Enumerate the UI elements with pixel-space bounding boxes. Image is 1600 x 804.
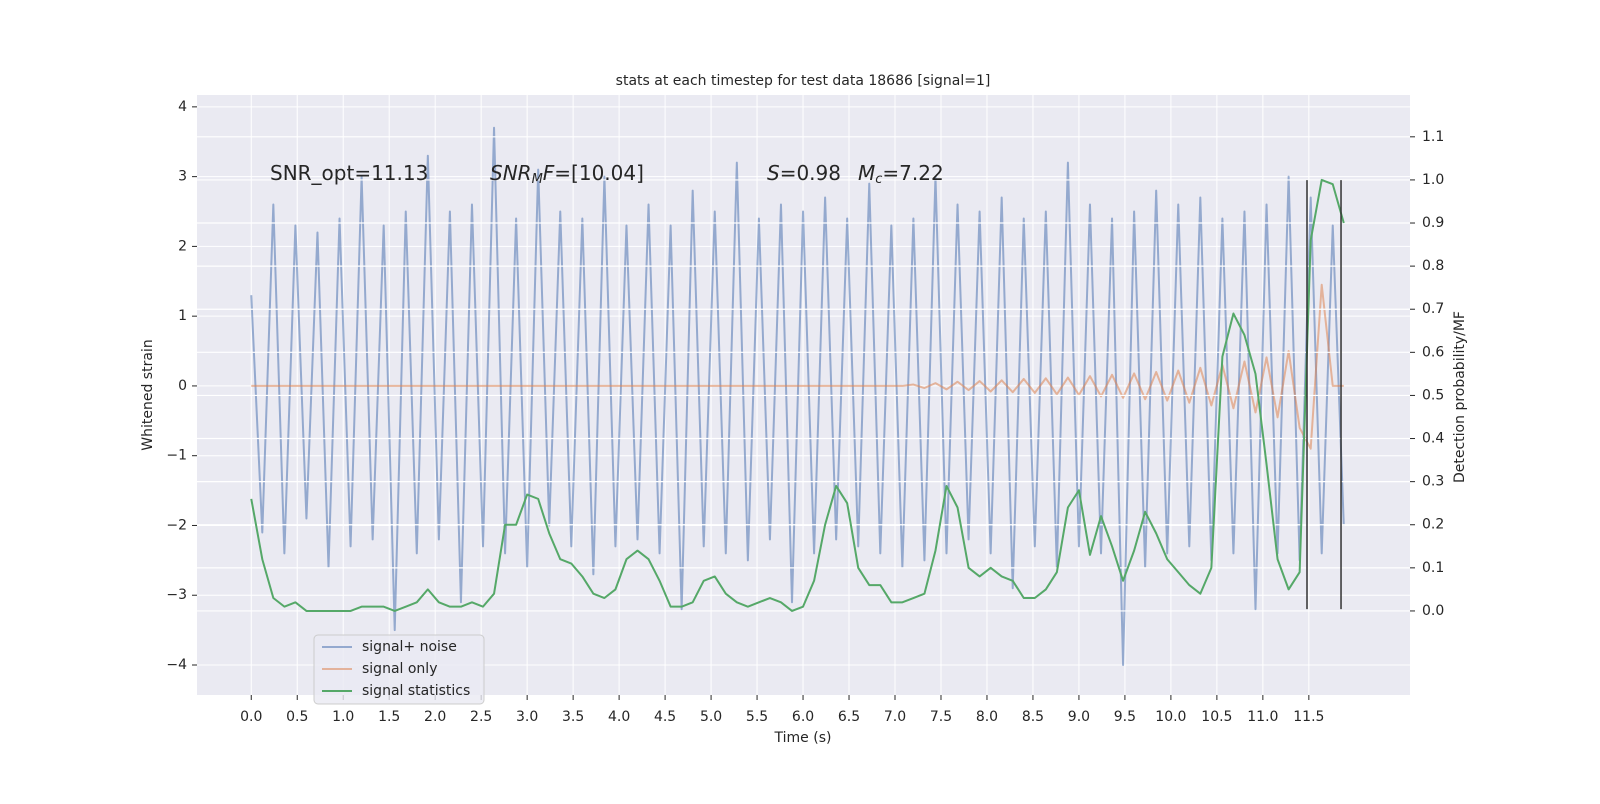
y-tick-label: −1 [166, 448, 187, 464]
x-tick-label: 6.0 [792, 709, 814, 725]
x-tick-label: 2.0 [424, 709, 446, 725]
y2-tick-label: 0.0 [1422, 603, 1444, 619]
y-tick-label: −2 [166, 517, 187, 533]
annotation: SNR_opt=11.13 [270, 161, 428, 185]
annotation: SNRMF=[10.04] [490, 161, 644, 187]
x-tick-label: 9.0 [1068, 709, 1090, 725]
x-tick-label: 2.5 [470, 709, 492, 725]
annotation-part: =0.98 [780, 161, 841, 185]
x-tick-label: 3.0 [516, 709, 538, 725]
legend-box [313, 634, 485, 705]
x-tick-label: 10.0 [1155, 709, 1186, 725]
annotation-part: c [875, 172, 882, 187]
x-tick-label: 8.0 [976, 709, 998, 725]
annotation: Mc=7.22 [858, 161, 944, 187]
y2-tick-label: 0.1 [1422, 560, 1444, 576]
legend-label: signal statistics [362, 683, 470, 699]
y-tick-label: −3 [166, 587, 187, 603]
x-tick-label: 5.5 [746, 709, 768, 725]
x-tick-label: 4.0 [608, 709, 630, 725]
annotation: S=0.98 [767, 161, 841, 185]
annotation-part: SNR_opt=11.13 [270, 161, 428, 185]
annotation-part: M [532, 172, 543, 187]
y2-tick-label: 0.5 [1422, 387, 1444, 403]
x-tick-label: 4.5 [654, 709, 676, 725]
x-tick-label: 5.0 [700, 709, 722, 725]
chart-title: stats at each timestep for test data 186… [616, 73, 991, 89]
legend-label: signal only [362, 661, 437, 677]
x-tick-label: 7.0 [884, 709, 906, 725]
x-tick-label: 6.5 [838, 709, 860, 725]
y-tick-label: 1 [178, 308, 187, 324]
y2-axis-label: Detection probability/MF [1452, 311, 1468, 483]
y-axis-label: Whitened strain [140, 339, 156, 450]
y2-tick-label: 1.0 [1422, 172, 1444, 188]
x-tick-label: 0.0 [240, 709, 262, 725]
y-tick-label: 3 [178, 169, 187, 185]
x-tick-label: 3.5 [562, 709, 584, 725]
y2-tick-label: 0.4 [1422, 431, 1444, 447]
legend-label: signal+ noise [362, 639, 457, 655]
y2-tick-label: 1.1 [1422, 129, 1444, 145]
annotation-part: SNR [490, 161, 532, 185]
annotation-part: F [543, 161, 555, 185]
annotation-part: S [767, 161, 780, 185]
annotation-part: =[10.04] [554, 161, 644, 185]
y2-tick-label: 0.7 [1422, 301, 1444, 317]
x-tick-label: 11.5 [1293, 709, 1324, 725]
series-line [250, 178, 1345, 612]
x-tick-label: 7.5 [930, 709, 952, 725]
y-tick-label: 2 [178, 238, 187, 254]
y2-tick-label: 0.9 [1422, 215, 1444, 231]
y2-tick-label: 0.2 [1422, 517, 1444, 533]
y2-tick-label: 0.3 [1422, 474, 1444, 490]
x-tick-label: 9.5 [1114, 709, 1136, 725]
y2-tick-label: 0.6 [1422, 344, 1444, 360]
y2-tick-label: 0.8 [1422, 258, 1444, 274]
y-tick-label: 0 [178, 378, 187, 394]
x-tick-label: 11.0 [1247, 709, 1278, 725]
series-line [250, 126, 1345, 666]
x-tick-label: 1.0 [332, 709, 354, 725]
x-axis-label: Time (s) [774, 730, 832, 746]
y-tick-label: −4 [166, 657, 187, 673]
series-line [251, 283, 1344, 450]
x-tick-label: 10.5 [1201, 709, 1232, 725]
y-tick-label: 4 [178, 99, 187, 115]
x-tick-label: 0.5 [286, 709, 308, 725]
annotation-part: M [858, 161, 875, 185]
x-tick-label: 8.5 [1022, 709, 1044, 725]
x-tick-label: 1.5 [378, 709, 400, 725]
annotation-part: =7.22 [882, 161, 943, 185]
